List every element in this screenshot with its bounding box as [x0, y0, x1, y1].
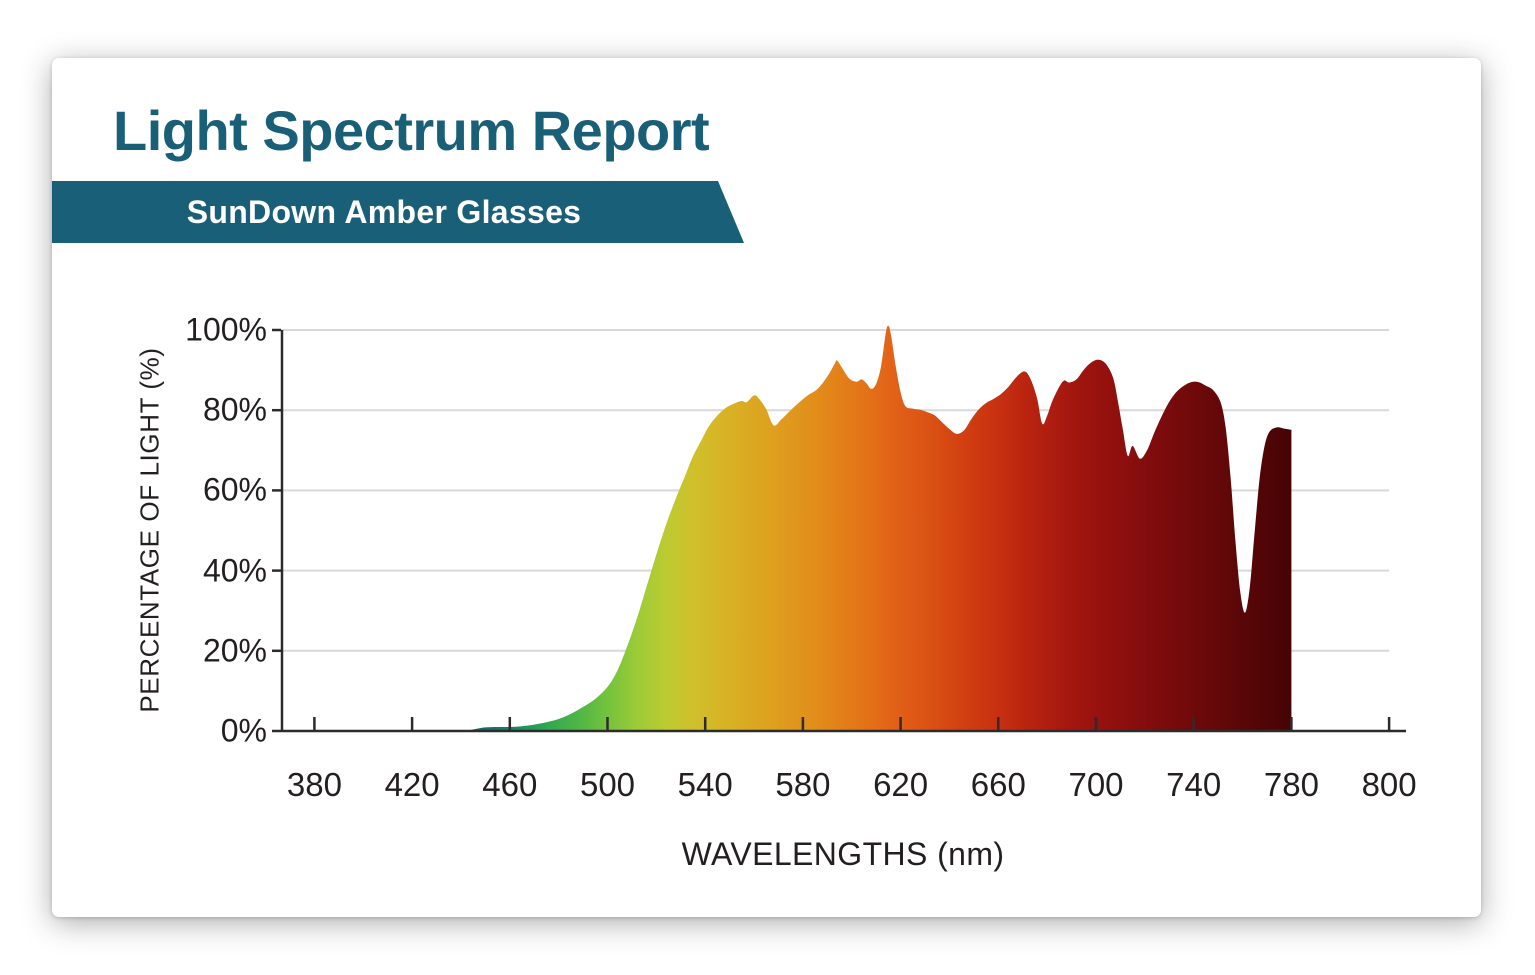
- y-tick-label: 20%: [202, 632, 267, 669]
- x-tick-label: 460: [482, 766, 538, 803]
- x-tick-label: 700: [1068, 766, 1124, 803]
- y-tick-label: 60%: [202, 471, 267, 508]
- subtitle-banner-label: SunDown Amber Glasses: [186, 193, 582, 230]
- x-tick-label: 420: [384, 766, 440, 803]
- x-tick-label: 740: [1166, 766, 1222, 803]
- subtitle-banner: SunDown Amber Glasses: [52, 181, 744, 243]
- y-axis-title: PERCENTAGE OF LIGHT (%): [134, 347, 165, 713]
- x-tick-label: 800: [1361, 766, 1417, 803]
- x-tick-label: 620: [873, 766, 929, 803]
- page-title: Light Spectrum Report: [113, 99, 710, 162]
- y-tick-label: 0%: [220, 712, 267, 749]
- spectrum-area: [465, 325, 1292, 731]
- x-tick-label: 780: [1263, 766, 1319, 803]
- x-axis-title: WAVELENGTHS (nm): [681, 836, 1005, 872]
- x-tick-label: 540: [677, 766, 733, 803]
- x-tick-label: 660: [970, 766, 1026, 803]
- x-tick-label: 380: [286, 766, 342, 803]
- light-spectrum-chart: 0% 20% 40% 60% 80% 100% 380 420 460 500 540 580 620…: [52, 58, 1481, 917]
- y-tick-label: 40%: [202, 551, 267, 588]
- y-tick-label: 80%: [202, 391, 267, 428]
- y-tick-label: 100%: [185, 311, 267, 348]
- spectrum-area-plot: [272, 325, 1406, 733]
- x-tick-label: 500: [579, 766, 636, 803]
- x-tick-label: 580: [775, 766, 831, 803]
- report-card: Light Spectrum Report SunDown Amber Glas…: [52, 58, 1481, 917]
